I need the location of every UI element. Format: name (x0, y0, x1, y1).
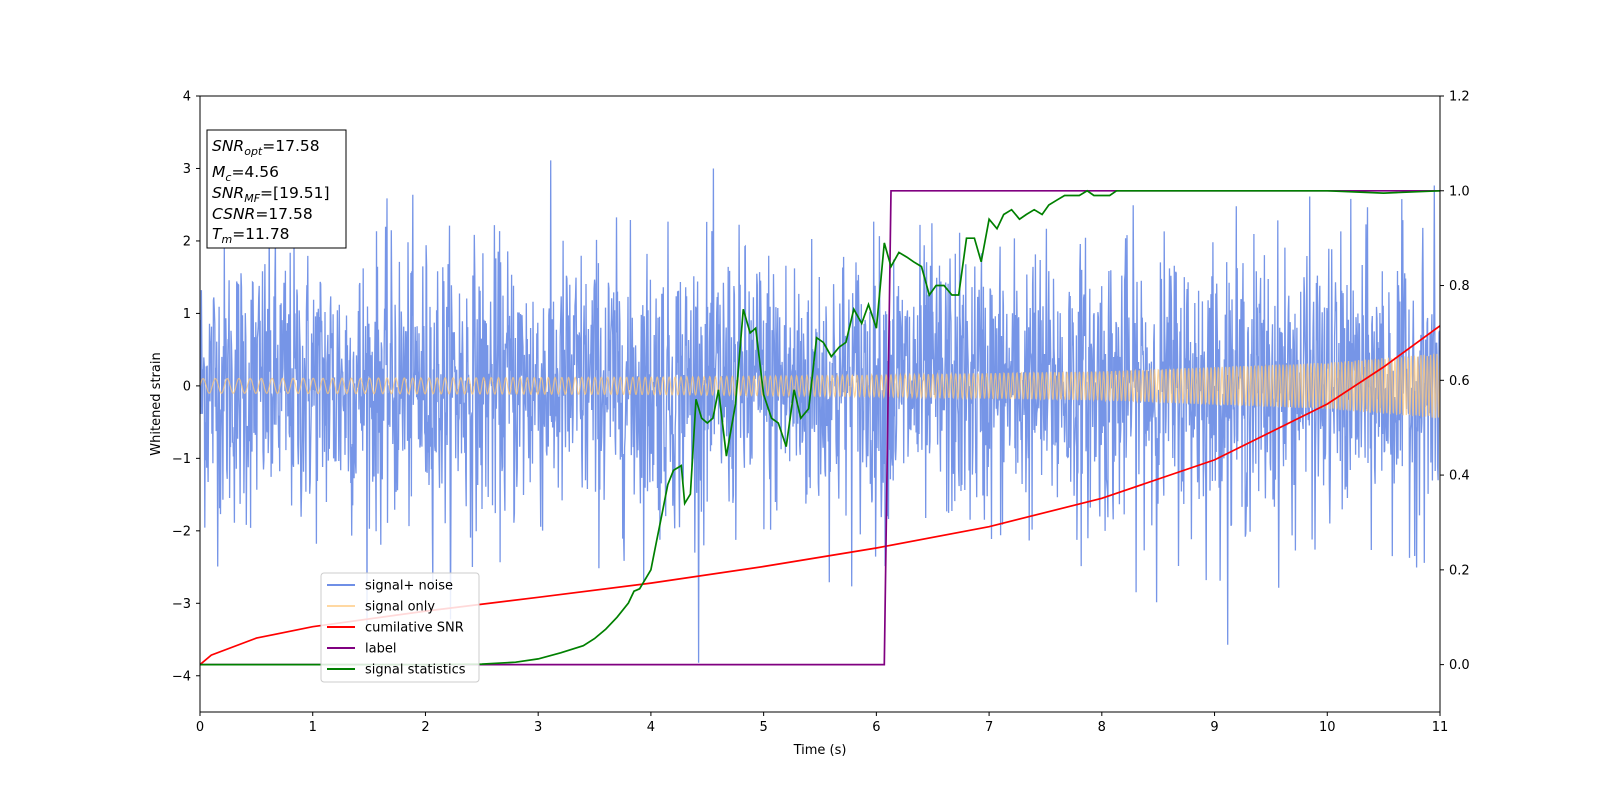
legend-entry: signal statistics (365, 663, 466, 678)
y-tick-label: 1 (183, 307, 191, 322)
y2-tick-label: 0.0 (1449, 658, 1470, 673)
axes-frame (199, 95, 1441, 713)
legend-frame (320, 572, 480, 683)
y-tick-label: −4 (172, 669, 191, 684)
series-signal-statistics (200, 189, 1440, 666)
legend-entry: signal only (365, 600, 435, 615)
y2-tick-label: 0.4 (1449, 469, 1470, 484)
y2-tick-label: 1.2 (1449, 90, 1470, 105)
stats-line: SNRopt=17.58 (212, 137, 320, 158)
legend-entry: label (365, 642, 396, 657)
stats-line: SNRMF=[19.51] (212, 184, 330, 205)
x-axis-label: Time (s) (793, 743, 847, 758)
y-tick-label: −3 (172, 597, 191, 612)
axis-ticks: 0 1 2 3 4 5 6 7 8 9 10 1143210−1−2−3−41.21.00.80.60… (172, 90, 1470, 736)
y-axis-label: Whitened strain (149, 352, 164, 455)
x-tick-label: 7 (985, 720, 993, 735)
series-signal-only (200, 353, 1440, 419)
x-tick-label: 6 (872, 720, 880, 735)
x-tick-label: 5 (759, 720, 767, 735)
x-tick-label: 1 (309, 720, 317, 735)
legend: signal+ noise signal only cumilative SNR la… (320, 572, 480, 683)
series-signal-noise (200, 160, 1440, 663)
x-tick-label: 0 (196, 720, 204, 735)
y-tick-label: 2 (183, 234, 191, 249)
y-tick-label: −2 (172, 524, 191, 539)
stats-line: CSNR=17.58 (212, 205, 313, 223)
legend-entry: cumilative SNR (365, 621, 464, 636)
series-cumulative-snr (200, 325, 1440, 666)
y-tick-label: −1 (172, 452, 191, 467)
x-tick-label: 4 (647, 720, 655, 735)
stats-line: Mc=4.56 (212, 163, 279, 184)
stats-box-frame (206, 129, 347, 249)
x-tick-label: 11 (1432, 720, 1449, 735)
legend-entry: signal+ noise (365, 579, 453, 594)
plot-area (200, 160, 1440, 666)
x-tick-label: 9 (1210, 720, 1218, 735)
stats-line: Tm=11.78 (212, 225, 290, 246)
y-tick-label: 0 (183, 379, 191, 394)
x-tick-label: 8 (1098, 720, 1106, 735)
x-tick-label: 3 (534, 720, 542, 735)
y2-tick-label: 0.6 (1449, 374, 1470, 389)
y-tick-label: 4 (183, 90, 191, 105)
y2-tick-label: 0.2 (1449, 563, 1470, 578)
x-tick-label: 10 (1319, 720, 1336, 735)
x-tick-label: 2 (421, 720, 429, 735)
y2-tick-label: 1.0 (1449, 184, 1470, 199)
stats-box: SNRopt=17.58 Mc=4.56SNRMF=[19.51]CSNR=17.… (206, 129, 347, 249)
y2-tick-label: 0.8 (1449, 279, 1470, 294)
y-tick-label: 3 (183, 162, 191, 177)
